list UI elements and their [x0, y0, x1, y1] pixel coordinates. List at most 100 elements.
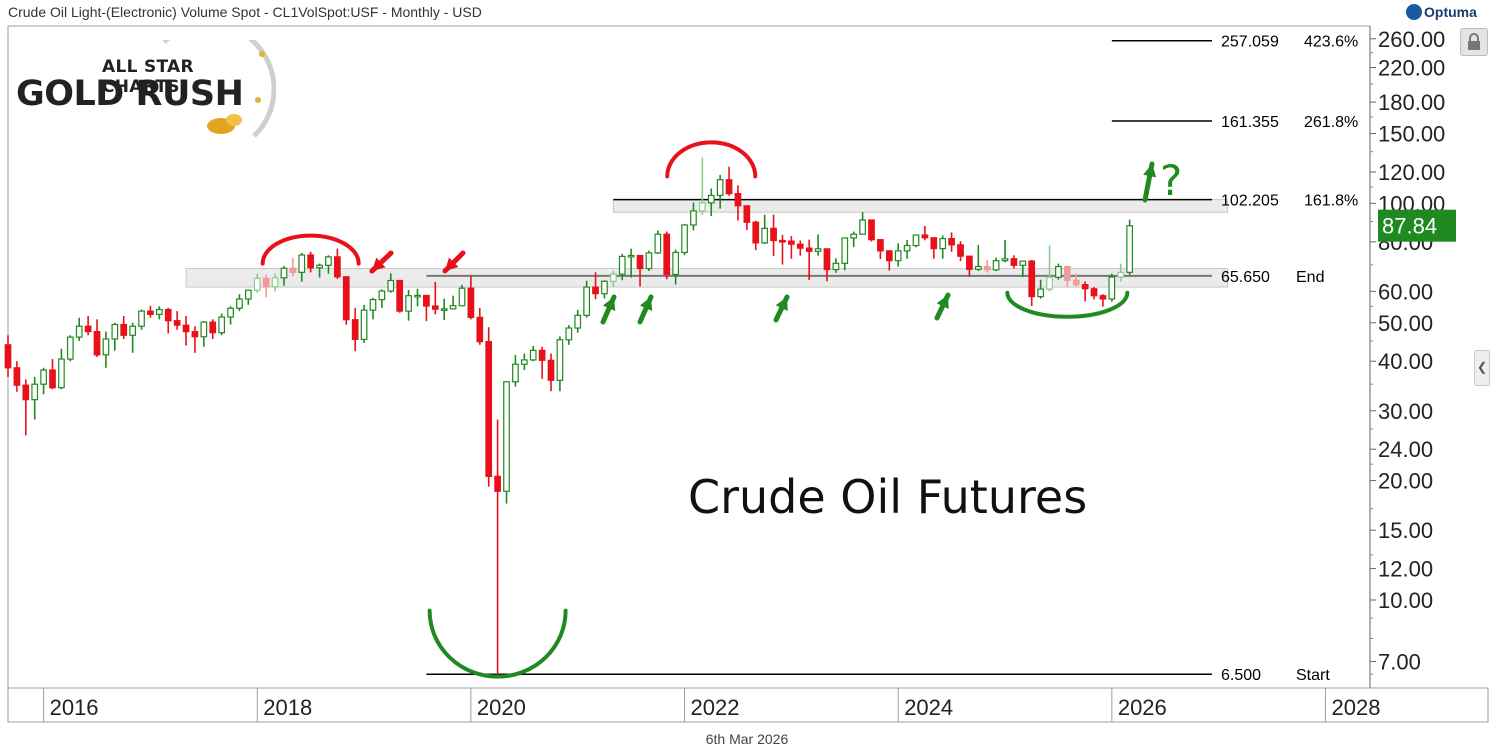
- candle-body: [618, 255, 626, 275]
- expand-panel-button[interactable]: ❮: [1474, 350, 1490, 386]
- candle-body: [369, 298, 377, 311]
- x-tick-label: 2022: [691, 695, 740, 720]
- candle-body: [236, 298, 243, 309]
- candle-body: [636, 254, 644, 270]
- candle-body: [84, 325, 92, 333]
- top-arc-2022: [665, 140, 758, 179]
- arrow-head: [639, 297, 653, 311]
- candle-body: [431, 305, 439, 310]
- candle-body: [547, 359, 555, 381]
- candle-body: [164, 308, 172, 322]
- x-tick-label: 2028: [1331, 695, 1380, 720]
- candle-body: [770, 227, 777, 242]
- candle-body: [921, 234, 929, 239]
- candle-body: [609, 273, 617, 282]
- y-tick-label: 20.00: [1378, 469, 1433, 494]
- level-price-label: 257.059: [1221, 34, 1279, 51]
- brand-logo: Optuma: [1406, 4, 1477, 20]
- y-tick-label: 15.00: [1378, 518, 1433, 543]
- candle-body: [147, 310, 154, 315]
- candle-body: [1028, 260, 1036, 298]
- level-price-label: 161.355: [1221, 114, 1279, 131]
- candle-body: [823, 248, 831, 271]
- candle-body: [957, 244, 964, 257]
- candle-body: [814, 248, 822, 252]
- last-price-label: 87.84: [1382, 214, 1437, 239]
- candle-body: [485, 341, 493, 477]
- candle-body: [903, 244, 911, 252]
- candle-body: [1010, 258, 1018, 266]
- resistance-zone: [185, 268, 1229, 288]
- level-price-label: 6.500: [1221, 667, 1261, 684]
- candle-body: [645, 252, 653, 270]
- candle-body: [877, 239, 884, 252]
- watermark-line1: ALL STAR CHARTS: [102, 57, 194, 97]
- lock-icon[interactable]: [1460, 28, 1488, 56]
- chart-title: Crude Oil Light-(Electronic) Volume Spot…: [8, 4, 482, 20]
- candle-body: [574, 314, 582, 329]
- candle-body: [681, 224, 688, 254]
- candle-body: [832, 262, 840, 271]
- candle-body: [111, 323, 119, 340]
- candle-body: [227, 307, 234, 318]
- candle-body: [316, 264, 323, 269]
- candle-body: [31, 383, 39, 401]
- candle-body: [592, 286, 599, 295]
- candle-body: [983, 265, 991, 271]
- y-tick-label: 260.00: [1378, 27, 1445, 52]
- candle-body: [966, 255, 973, 270]
- y-tick-label: 150.00: [1378, 122, 1445, 147]
- y-tick-label: 12.00: [1378, 557, 1433, 582]
- candle-body: [743, 205, 751, 223]
- candle-body: [583, 286, 590, 316]
- candle-body: [556, 339, 564, 381]
- candle-body: [155, 308, 163, 315]
- top-arc-2018: [260, 233, 361, 266]
- y-tick-label: 60.00: [1378, 279, 1433, 304]
- bottom-arc-2020: [427, 608, 568, 679]
- candle-body: [458, 287, 466, 307]
- green-arrow: [934, 292, 951, 321]
- arrow-head: [445, 257, 459, 271]
- candle-body: [1081, 284, 1089, 290]
- candle-body: [22, 384, 30, 401]
- x-tick-label: 2026: [1118, 695, 1167, 720]
- candle-body: [698, 202, 706, 212]
- level-price-label: 102.205: [1221, 193, 1279, 210]
- gold-swoosh-icon: [162, 40, 276, 138]
- candle-body: [396, 279, 404, 312]
- candle-body: [503, 381, 510, 492]
- candle-body: [974, 265, 982, 270]
- candle-body: [423, 294, 430, 307]
- candle-body: [1126, 225, 1134, 273]
- level-price-label: 65.650: [1221, 269, 1270, 286]
- candle-body: [948, 238, 955, 246]
- x-tick-label: 2024: [904, 695, 953, 720]
- x-tick-label: 2020: [477, 695, 526, 720]
- bottom-arc-2025: [1005, 290, 1130, 319]
- candle-body: [788, 240, 795, 245]
- candle-body: [120, 323, 128, 336]
- candle-body: [992, 260, 1000, 271]
- candle-body: [342, 276, 350, 321]
- candle-body: [1099, 295, 1107, 300]
- candle-body: [1001, 258, 1009, 262]
- candle-body: [440, 308, 448, 311]
- candle-body: [262, 277, 270, 288]
- last-price-badge: [1378, 209, 1456, 242]
- candle-body: [841, 237, 849, 264]
- candle-body: [663, 233, 671, 276]
- candle-body: [307, 254, 315, 269]
- candle-body: [850, 233, 858, 239]
- candle-body: [405, 295, 412, 312]
- candle-body: [1019, 260, 1027, 266]
- green-arrow-up: [1142, 161, 1157, 203]
- arrow-head: [775, 297, 788, 311]
- green-arrow: [600, 294, 617, 325]
- candle-body: [494, 475, 501, 492]
- candle-body: [868, 219, 875, 241]
- candle-body: [387, 279, 395, 292]
- candle-body: [173, 320, 181, 326]
- x-tick-label: 2016: [50, 695, 99, 720]
- arrow-head: [602, 297, 616, 311]
